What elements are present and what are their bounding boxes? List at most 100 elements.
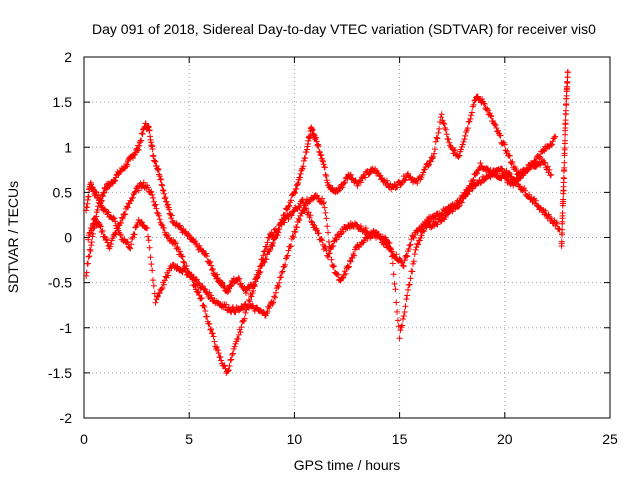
data-point bbox=[315, 143, 322, 150]
data-point bbox=[466, 188, 473, 195]
data-point bbox=[313, 134, 320, 141]
data-point bbox=[302, 155, 309, 162]
data-point bbox=[207, 326, 214, 333]
data-point bbox=[260, 252, 267, 259]
data-point bbox=[168, 212, 175, 219]
data-point bbox=[147, 254, 154, 261]
data-point bbox=[357, 179, 364, 186]
data-point bbox=[214, 347, 221, 354]
data-point bbox=[201, 304, 208, 311]
data-point bbox=[298, 210, 305, 217]
data-point bbox=[136, 142, 143, 149]
data-point bbox=[292, 229, 299, 236]
data-point bbox=[561, 164, 568, 171]
data-point bbox=[150, 153, 157, 160]
data-point bbox=[351, 252, 358, 259]
data-point bbox=[87, 248, 94, 255]
data-point bbox=[393, 251, 400, 258]
grid-lines bbox=[84, 57, 610, 418]
data-point bbox=[488, 113, 495, 120]
data-point bbox=[540, 146, 547, 153]
x-tick-label: 25 bbox=[602, 431, 618, 447]
data-point bbox=[144, 225, 151, 232]
data-point bbox=[459, 141, 466, 148]
data-point bbox=[237, 329, 244, 336]
data-point bbox=[231, 343, 238, 350]
data-point bbox=[479, 96, 486, 103]
data-point bbox=[193, 276, 200, 283]
data-point bbox=[219, 280, 226, 287]
data-point bbox=[283, 206, 290, 213]
data-point bbox=[182, 268, 189, 275]
data-point bbox=[146, 127, 153, 134]
data-point bbox=[277, 274, 284, 281]
data-point bbox=[347, 171, 354, 178]
data-point bbox=[254, 274, 261, 281]
data-point bbox=[195, 289, 202, 296]
data-point bbox=[88, 239, 95, 246]
data-point bbox=[172, 240, 179, 247]
data-point bbox=[563, 101, 570, 108]
axis-ticks bbox=[83, 56, 611, 419]
data-point bbox=[207, 258, 214, 265]
data-point bbox=[128, 241, 135, 248]
data-point bbox=[150, 194, 157, 201]
data-point bbox=[321, 204, 328, 211]
y-tick-label: 0.5 bbox=[53, 184, 73, 200]
data-point bbox=[284, 252, 291, 259]
data-point bbox=[410, 258, 417, 265]
data-point bbox=[227, 308, 234, 315]
data-point bbox=[315, 230, 322, 237]
data-point bbox=[154, 293, 161, 300]
data-point bbox=[442, 126, 449, 133]
data-point bbox=[155, 212, 162, 219]
data-point bbox=[314, 142, 321, 149]
data-point bbox=[215, 350, 222, 357]
x-tick-labels: 0 5 10 15 20 25 bbox=[80, 431, 618, 447]
series-track-d bbox=[558, 69, 571, 249]
data-point bbox=[339, 184, 346, 191]
data-point bbox=[521, 187, 528, 194]
data-point bbox=[436, 125, 443, 132]
data-point bbox=[85, 253, 92, 260]
data-point bbox=[320, 199, 327, 206]
data-point bbox=[160, 224, 167, 231]
data-point bbox=[198, 295, 205, 302]
data-point bbox=[445, 136, 452, 143]
data-point bbox=[218, 279, 225, 286]
data-point bbox=[544, 163, 551, 170]
data-point bbox=[403, 296, 410, 303]
data-point bbox=[399, 315, 406, 322]
data-point bbox=[96, 197, 103, 204]
data-point bbox=[353, 221, 360, 228]
data-point bbox=[562, 107, 569, 114]
data-point bbox=[330, 263, 337, 270]
data-point bbox=[465, 187, 472, 194]
data-point bbox=[209, 330, 216, 337]
data-point bbox=[112, 231, 119, 238]
data-point bbox=[460, 138, 467, 145]
data-point bbox=[270, 299, 277, 306]
data-point bbox=[295, 179, 302, 186]
data-point bbox=[229, 350, 236, 357]
data-point bbox=[324, 223, 331, 230]
data-point bbox=[495, 127, 502, 134]
data-point bbox=[389, 253, 396, 260]
data-point bbox=[282, 261, 289, 268]
data-point bbox=[322, 244, 329, 251]
data-point bbox=[414, 240, 421, 247]
data-point bbox=[95, 192, 102, 199]
data-point bbox=[181, 259, 188, 266]
data-point bbox=[107, 243, 114, 250]
data-point bbox=[287, 243, 294, 250]
data-point bbox=[227, 357, 234, 364]
data-point bbox=[103, 236, 110, 243]
data-point bbox=[467, 115, 474, 122]
data-point bbox=[185, 231, 192, 238]
data-point bbox=[456, 202, 463, 209]
data-point bbox=[461, 136, 468, 143]
data-point bbox=[412, 246, 419, 253]
series-track-a bbox=[83, 93, 555, 297]
data-point bbox=[245, 296, 252, 303]
series-track-c bbox=[83, 165, 563, 342]
